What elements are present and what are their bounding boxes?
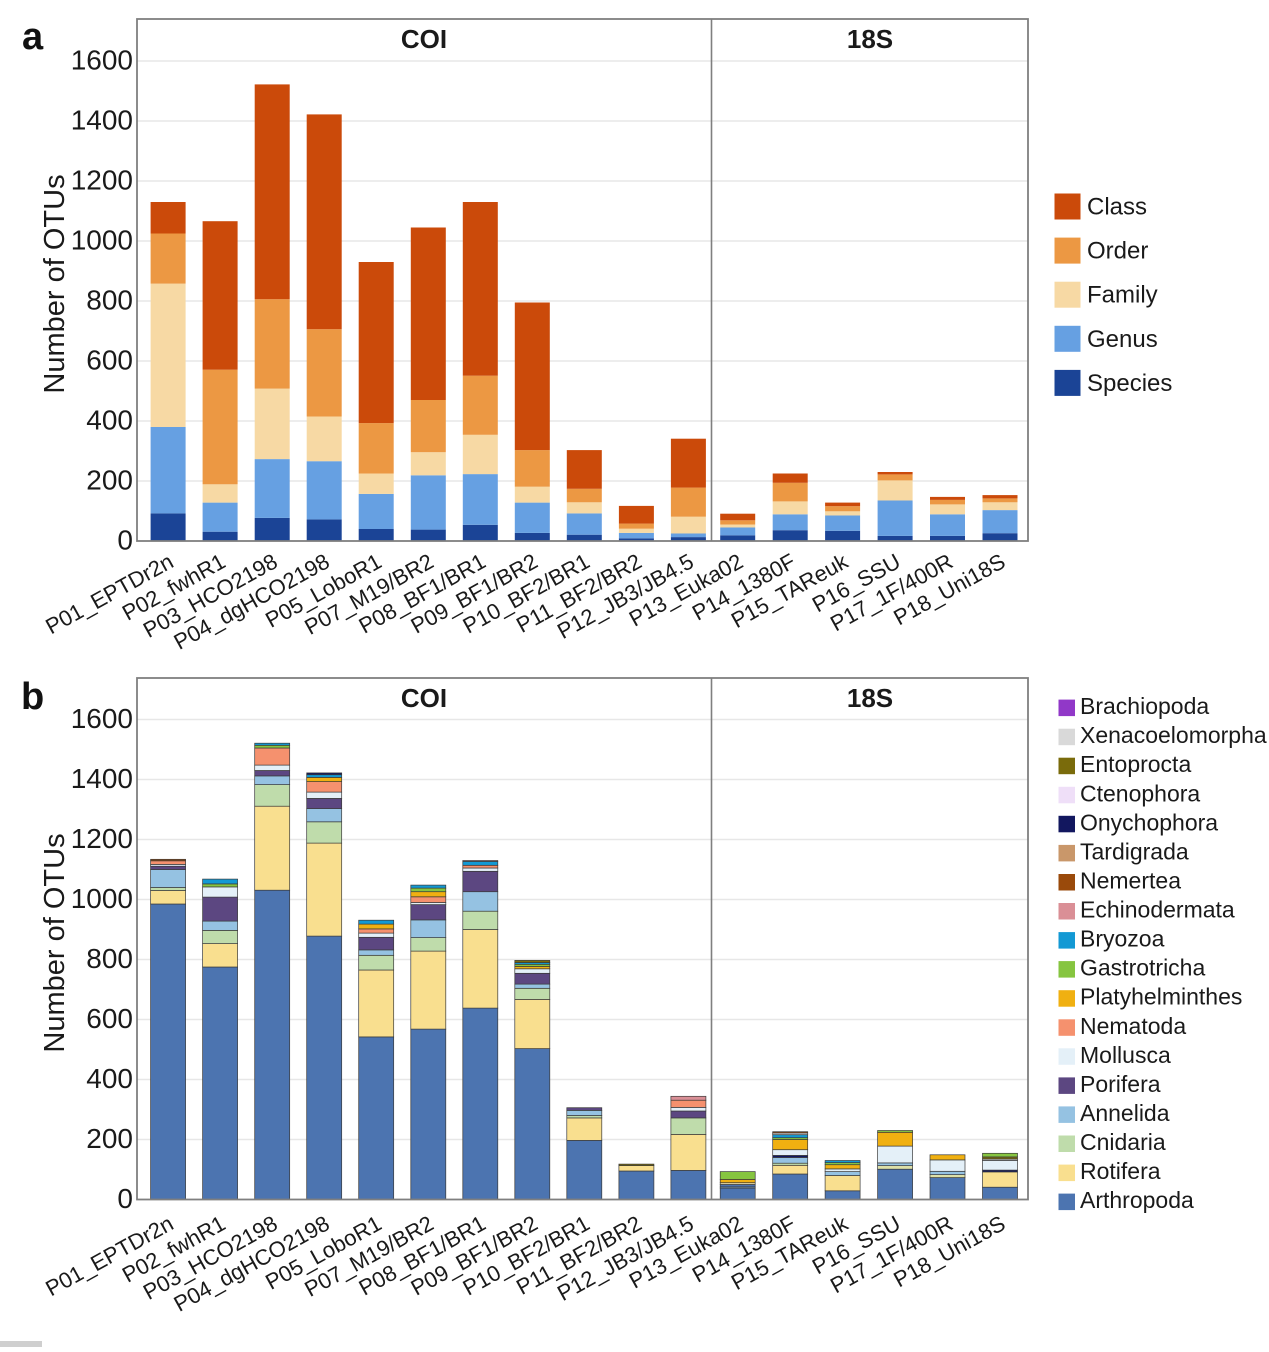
svg-text:0: 0	[117, 1183, 133, 1214]
svg-text:Mollusca: Mollusca	[1080, 1042, 1171, 1068]
svg-text:Gastrotricha: Gastrotricha	[1080, 955, 1205, 981]
svg-text:b: b	[21, 676, 44, 718]
svg-text:Rotifera: Rotifera	[1080, 1158, 1161, 1184]
svg-text:1000: 1000	[71, 883, 133, 914]
svg-text:Number of OTUs: Number of OTUs	[39, 174, 71, 393]
svg-text:Tardigrada: Tardigrada	[1080, 838, 1189, 864]
svg-text:Nemertea: Nemertea	[1080, 868, 1181, 894]
svg-text:Platyhelminthes: Platyhelminthes	[1080, 984, 1242, 1010]
svg-text:600: 600	[86, 1003, 133, 1034]
svg-text:Family: Family	[1087, 282, 1158, 309]
svg-text:Species: Species	[1087, 370, 1172, 397]
svg-text:Genus: Genus	[1087, 326, 1158, 353]
svg-text:1200: 1200	[71, 165, 133, 196]
svg-text:Class: Class	[1087, 194, 1147, 221]
svg-text:Onychophora: Onychophora	[1080, 809, 1218, 835]
svg-text:200: 200	[86, 1123, 133, 1154]
svg-text:1400: 1400	[71, 105, 133, 136]
svg-text:200: 200	[86, 465, 133, 496]
svg-text:a: a	[22, 16, 44, 58]
svg-text:400: 400	[86, 405, 133, 436]
svg-text:18S: 18S	[847, 24, 893, 54]
svg-text:Annelida: Annelida	[1080, 1100, 1170, 1126]
svg-text:Number of OTUs: Number of OTUs	[39, 833, 71, 1052]
svg-text:800: 800	[86, 943, 133, 974]
svg-text:1000: 1000	[71, 225, 133, 256]
svg-text:Entoprocta: Entoprocta	[1080, 751, 1191, 777]
svg-text:600: 600	[86, 345, 133, 376]
svg-text:1600: 1600	[71, 703, 133, 734]
svg-text:Order: Order	[1087, 238, 1148, 265]
svg-text:18S: 18S	[847, 683, 893, 713]
svg-text:1600: 1600	[71, 45, 133, 76]
svg-text:COI: COI	[401, 683, 447, 713]
svg-text:Bryozoa: Bryozoa	[1080, 926, 1165, 952]
svg-text:Cnidaria: Cnidaria	[1080, 1129, 1166, 1155]
svg-text:Echinodermata: Echinodermata	[1080, 897, 1235, 923]
svg-text:Ctenophora: Ctenophora	[1080, 780, 1200, 806]
svg-text:Xenacoelomorpha: Xenacoelomorpha	[1080, 722, 1267, 748]
svg-text:400: 400	[86, 1063, 133, 1094]
svg-text:0: 0	[117, 525, 133, 556]
svg-text:1400: 1400	[71, 763, 133, 794]
svg-text:800: 800	[86, 285, 133, 316]
svg-text:COI: COI	[401, 24, 447, 54]
svg-text:Nematoda: Nematoda	[1080, 1013, 1186, 1039]
svg-text:Porifera: Porifera	[1080, 1071, 1161, 1097]
svg-text:Arthropoda: Arthropoda	[1080, 1187, 1194, 1213]
svg-text:Brachiopoda: Brachiopoda	[1080, 693, 1209, 719]
svg-text:1200: 1200	[71, 823, 133, 854]
